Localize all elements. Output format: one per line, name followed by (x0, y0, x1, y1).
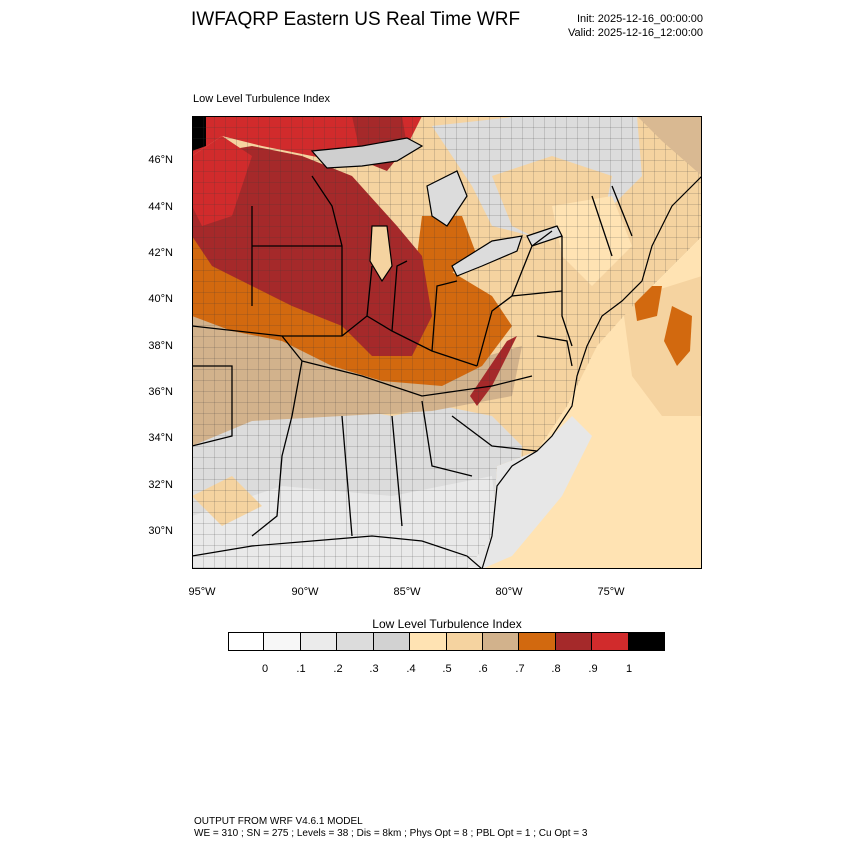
coastline (481, 175, 702, 569)
colorbar-swatch (264, 632, 301, 651)
lon-label: 80°W (495, 586, 523, 598)
lat-label: 34°N (148, 432, 173, 444)
init-time: Init: 2025-12-16_00:00:00 (577, 13, 703, 25)
colorbar-swatch (446, 632, 483, 651)
lat-label: 46°N (148, 154, 173, 166)
map-subtitle: Low Level Turbulence Index (193, 93, 330, 105)
lat-label: 42°N (148, 247, 173, 259)
colorbar-tick: .9 (588, 663, 598, 675)
turbulence-map (192, 116, 702, 569)
valid-time: Valid: 2025-12-16_12:00:00 (568, 27, 703, 39)
colorbar-tick: .3 (369, 663, 379, 675)
chart-title: IWFAQRP Eastern US Real Time WRF (191, 9, 521, 30)
colorbar-swatch (300, 632, 338, 651)
state-boundaries (192, 175, 633, 537)
colorbar-swatch (555, 632, 593, 651)
model-settings: WE = 310 ; SN = 275 ; Levels = 38 ; Dis … (194, 828, 588, 839)
colorbar-tick: .5 (442, 663, 452, 675)
lat-label: 30°N (148, 525, 173, 537)
colorbar-swatch (373, 632, 411, 651)
lat-label: 32°N (148, 479, 173, 491)
colorbar-swatch (410, 632, 447, 651)
colorbar (228, 632, 666, 651)
colorbar-tick: .1 (296, 663, 306, 675)
colorbar-swatch (592, 632, 629, 651)
lon-label: 75°W (597, 586, 625, 598)
colorbar-tick: .7 (515, 663, 525, 675)
colorbar-tick: 0 (261, 663, 269, 675)
colorbar-tick: 1 (625, 663, 633, 675)
lon-label: 95°W (188, 586, 216, 598)
lon-label: 90°W (291, 586, 319, 598)
colorbar-tick: .6 (478, 663, 488, 675)
lat-label: 36°N (148, 386, 173, 398)
colorbar-tick: .2 (333, 663, 343, 675)
great-lakes (310, 137, 563, 283)
gulf-coastline (192, 535, 483, 569)
lat-label: 40°N (148, 293, 173, 305)
colorbar-swatch (337, 632, 374, 651)
colorbar-swatch (628, 632, 666, 651)
colorbar-swatch (519, 632, 556, 651)
colorbar-title: Low Level Turbulence Index (372, 617, 522, 631)
lon-label: 85°W (393, 586, 421, 598)
lat-label: 44°N (148, 201, 173, 213)
lat-label: 38°N (148, 340, 173, 352)
colorbar-swatch (482, 632, 520, 651)
colorbar-tick: .8 (551, 663, 561, 675)
colorbar-swatch (228, 632, 265, 651)
model-info: OUTPUT FROM WRF V4.6.1 MODEL (194, 816, 363, 827)
colorbar-tick: .4 (406, 663, 416, 675)
